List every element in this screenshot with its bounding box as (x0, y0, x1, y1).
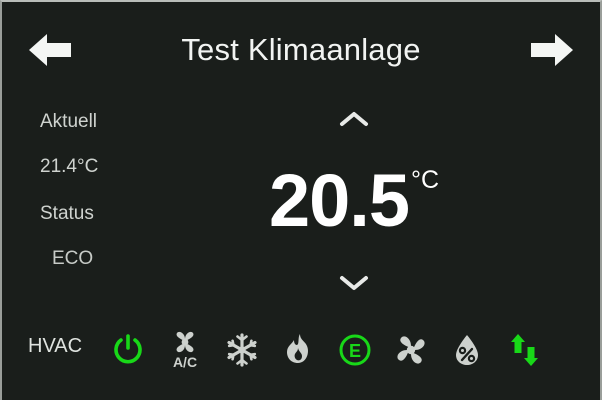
humidity-icon (456, 335, 478, 365)
panel-header: Test Klimaanlage (2, 2, 600, 98)
hvac-mode-bar: HVAC A/C (2, 320, 600, 384)
setpoint-control: 20.5 °C (234, 106, 474, 296)
svg-text:A/C: A/C (173, 354, 197, 370)
hvac-ac-button[interactable]: A/C (163, 326, 207, 374)
chevron-down-icon (340, 276, 368, 290)
hvac-heat-button[interactable] (276, 326, 320, 374)
setpoint-readout: 20.5 °C (269, 164, 439, 238)
fan-icon (397, 336, 425, 364)
svg-text:E: E (349, 341, 361, 361)
current-temperature-label: Aktuell (40, 111, 98, 132)
flame-icon (287, 334, 308, 363)
current-status-column: Aktuell 21.4°C Status ECO (40, 112, 230, 296)
chevron-up-icon (340, 112, 368, 126)
setpoint-value: 20.5 (268, 159, 410, 242)
hvac-bar-label: HVAC (28, 335, 83, 357)
snowflake-icon (227, 333, 257, 367)
eco-icon: E (339, 334, 371, 366)
next-device-button[interactable] (526, 27, 578, 73)
arrow-right-icon (531, 34, 573, 66)
up-down-arrows-icon (511, 334, 538, 366)
hvac-eco-button[interactable]: E (333, 326, 377, 374)
previous-device-button[interactable] (24, 27, 76, 73)
hvac-fan-button[interactable] (389, 326, 433, 374)
hvac-cool-button[interactable] (220, 326, 264, 374)
status-value: ECO (52, 248, 94, 269)
current-temperature-value: 21.4°C (40, 156, 99, 177)
hvac-power-button[interactable] (106, 326, 150, 374)
hvac-swing-button[interactable] (502, 326, 546, 374)
arrow-left-icon (29, 34, 71, 66)
ac-fan-icon: A/C (173, 331, 197, 370)
page-title: Test Klimaanlage (181, 32, 421, 67)
setpoint-unit: °C (410, 166, 440, 194)
status-label: Status (40, 203, 94, 224)
temperature-down-button[interactable] (328, 270, 380, 296)
temperature-up-button[interactable] (328, 106, 380, 132)
hvac-dry-button[interactable] (445, 326, 489, 374)
power-icon (114, 334, 142, 364)
